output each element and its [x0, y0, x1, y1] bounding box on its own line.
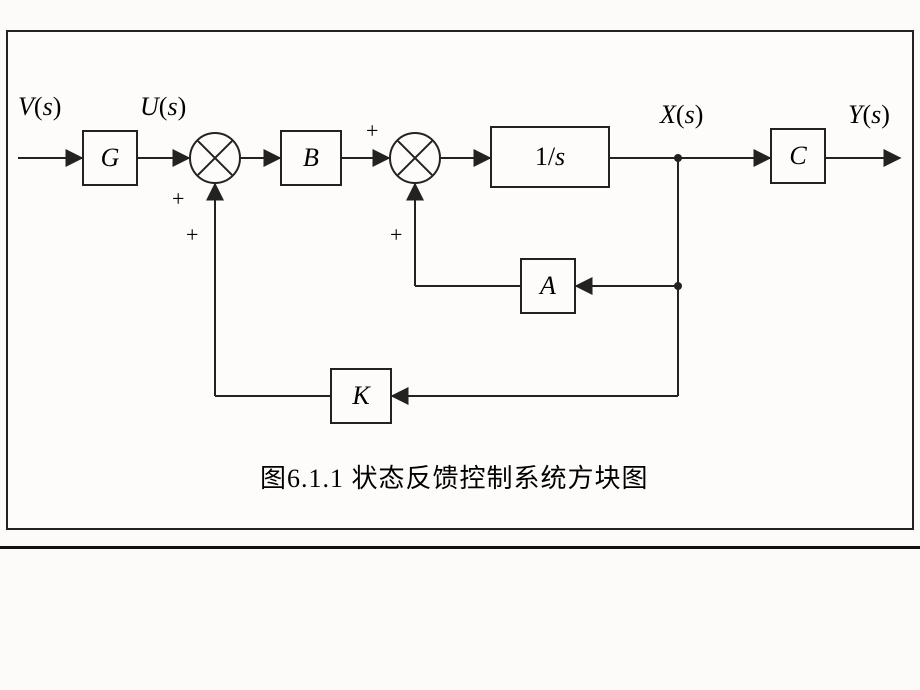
block-B: B — [280, 130, 342, 186]
summing-junction-2 — [389, 132, 441, 184]
label-X: X(s) — [660, 100, 703, 130]
label-Y: Y(s) — [848, 100, 890, 130]
sign-s2-top: + — [366, 118, 378, 144]
block-G-label: G — [101, 143, 120, 173]
block-G: G — [82, 130, 138, 186]
summing-junction-1 — [189, 132, 241, 184]
figure-caption: 图6.1.1 状态反馈控制系统方块图 — [260, 458, 649, 495]
sign-s2-bottom: + — [390, 222, 402, 248]
block-integrator-label: 1/s — [535, 142, 565, 172]
block-K: K — [330, 368, 392, 424]
block-integrator: 1/s — [490, 126, 610, 188]
diagram-canvas: { "frame": { "x": 6, "y": 30, "w": 908, … — [0, 0, 920, 690]
block-A: A — [520, 258, 576, 314]
block-A-label: A — [540, 271, 556, 301]
label-V: V(s) — [18, 92, 61, 122]
block-K-label: K — [352, 381, 369, 411]
sign-s1-bottom: + — [186, 222, 198, 248]
label-U: U(s) — [140, 92, 186, 122]
block-C-label: C — [789, 141, 806, 171]
bottom-rule — [0, 546, 920, 549]
sign-s1-left: + — [172, 186, 184, 212]
block-B-label: B — [303, 143, 319, 173]
block-C: C — [770, 128, 826, 184]
